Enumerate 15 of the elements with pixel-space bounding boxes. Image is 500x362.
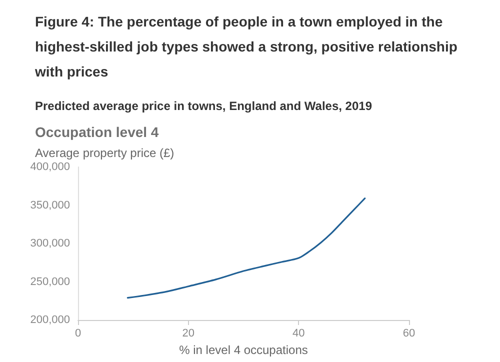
line-series bbox=[126, 198, 366, 299]
chart-title: Figure 4: The percentage of people in a town employed in the highest-skilled job types showed a strong, positive relationship with prices bbox=[34, 14, 462, 80]
chart-subtitle: Predicted average price in towns, England and Wales, 2019 bbox=[35, 99, 372, 113]
y-axis-title: Average property price (£) bbox=[35, 146, 174, 160]
y-tick-label: 200,000 bbox=[30, 314, 70, 326]
y-tick-label: 300,000 bbox=[30, 238, 70, 250]
x-tick-label: 0 bbox=[74, 328, 82, 340]
x-tick-label: 20 bbox=[182, 328, 194, 340]
y-tick-label: 350,000 bbox=[30, 199, 70, 212]
x-tick-label: 60 bbox=[402, 328, 416, 340]
y-tick-label: 250,000 bbox=[30, 276, 70, 288]
y-tick-label: 400,000 bbox=[30, 161, 70, 173]
text: Occupation level 4 bbox=[35, 124, 159, 140]
x-tick-label: 40 bbox=[292, 328, 305, 340]
x-axis-title: % in level 4 occupations bbox=[179, 343, 308, 357]
